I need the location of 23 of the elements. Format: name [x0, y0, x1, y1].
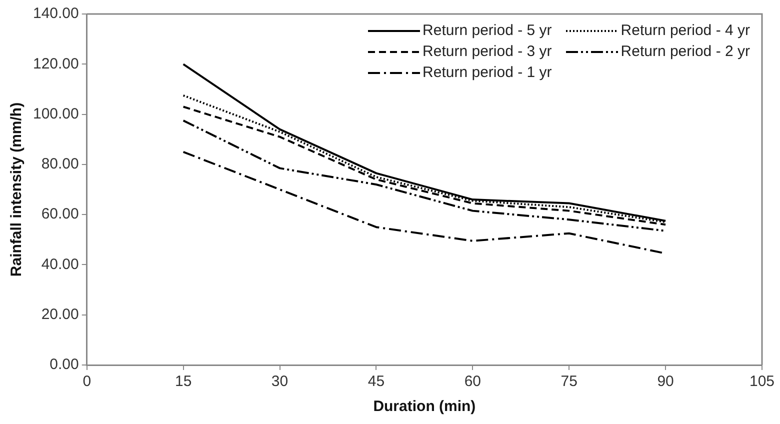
legend-label: Return period - 4 yr	[620, 21, 750, 41]
legend-label: Return period - 5 yr	[422, 21, 552, 41]
x-tick-label: 75	[560, 373, 578, 390]
x-tick-label: 30	[271, 373, 288, 390]
y-tick-label: 0.00	[50, 356, 79, 374]
y-tick-label: 100.00	[32, 105, 79, 122]
x-axis-title: Duration (min)	[373, 398, 476, 416]
y-tick-label: 140.00	[32, 5, 79, 22]
x-tick-label: 0	[82, 373, 92, 390]
x-tick-label: 60	[464, 373, 482, 390]
y-tick-label: 40.00	[41, 256, 79, 273]
x-tick-label: 45	[368, 373, 385, 390]
y-tick-label: 120.00	[32, 55, 79, 72]
y-tick-label: 20.00	[41, 306, 79, 323]
x-tick-label: 105	[749, 373, 775, 390]
y-tick-label: 60.00	[41, 206, 79, 223]
x-tick-label: 90	[657, 373, 674, 390]
x-tick-label: 15	[174, 373, 192, 390]
y-tick-label: 80.00	[41, 156, 79, 173]
legend-label: Return period - 2 yr	[620, 42, 750, 62]
legend-label: Return period - 3 yr	[422, 42, 552, 62]
legend-label: Return period - 1 yr	[422, 63, 552, 83]
y-axis-title: Rainfall intensity (mm/h)	[8, 102, 26, 277]
